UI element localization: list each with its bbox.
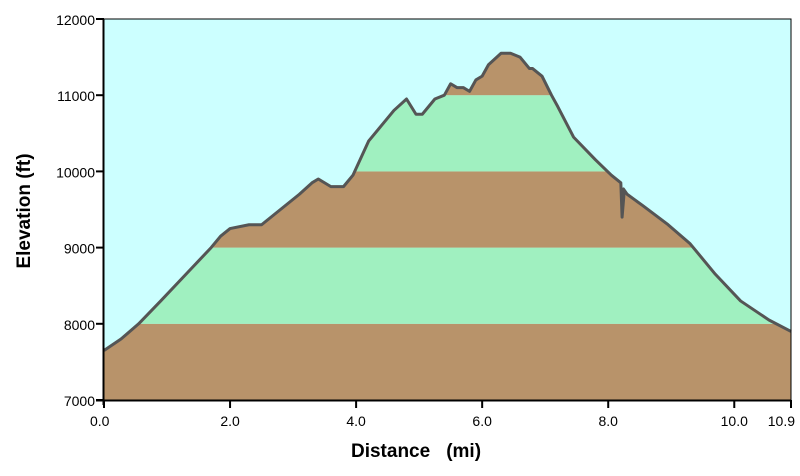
axes: 7000 8000 9000 10000 11000 12000 0.0 2.0 4.0 6.0 8… xyxy=(56,12,795,429)
x-tick-label: 6.0 xyxy=(472,413,492,429)
y-tick-label: 8000 xyxy=(64,317,95,333)
elevation-band xyxy=(104,323,791,400)
x-tick-label: 0.0 xyxy=(90,413,110,429)
y-tick-label: 7000 xyxy=(64,393,95,409)
y-tick-label: 9000 xyxy=(64,241,95,257)
x-axis-title: Distance (mi) xyxy=(351,441,481,462)
x-tick-label: 10.9 xyxy=(768,413,795,429)
elevation-profile-line xyxy=(103,51,792,352)
x-axis-title-unit: (mi) xyxy=(446,441,481,462)
x-tick-label: 4.0 xyxy=(346,413,366,429)
y-axis-title: Elevation (ft) xyxy=(14,153,35,268)
elevation-band xyxy=(104,247,791,324)
x-tick-label: 10.0 xyxy=(721,413,748,429)
y-tick-label: 12000 xyxy=(56,12,95,28)
y-tick-label: 10000 xyxy=(56,164,95,180)
x-tick-label: 2.0 xyxy=(220,413,240,429)
x-axis-title-label: Distance xyxy=(351,441,430,462)
plot-area xyxy=(103,18,792,401)
x-tick-label: 8.0 xyxy=(598,413,618,429)
y-tick-label: 11000 xyxy=(57,88,95,104)
